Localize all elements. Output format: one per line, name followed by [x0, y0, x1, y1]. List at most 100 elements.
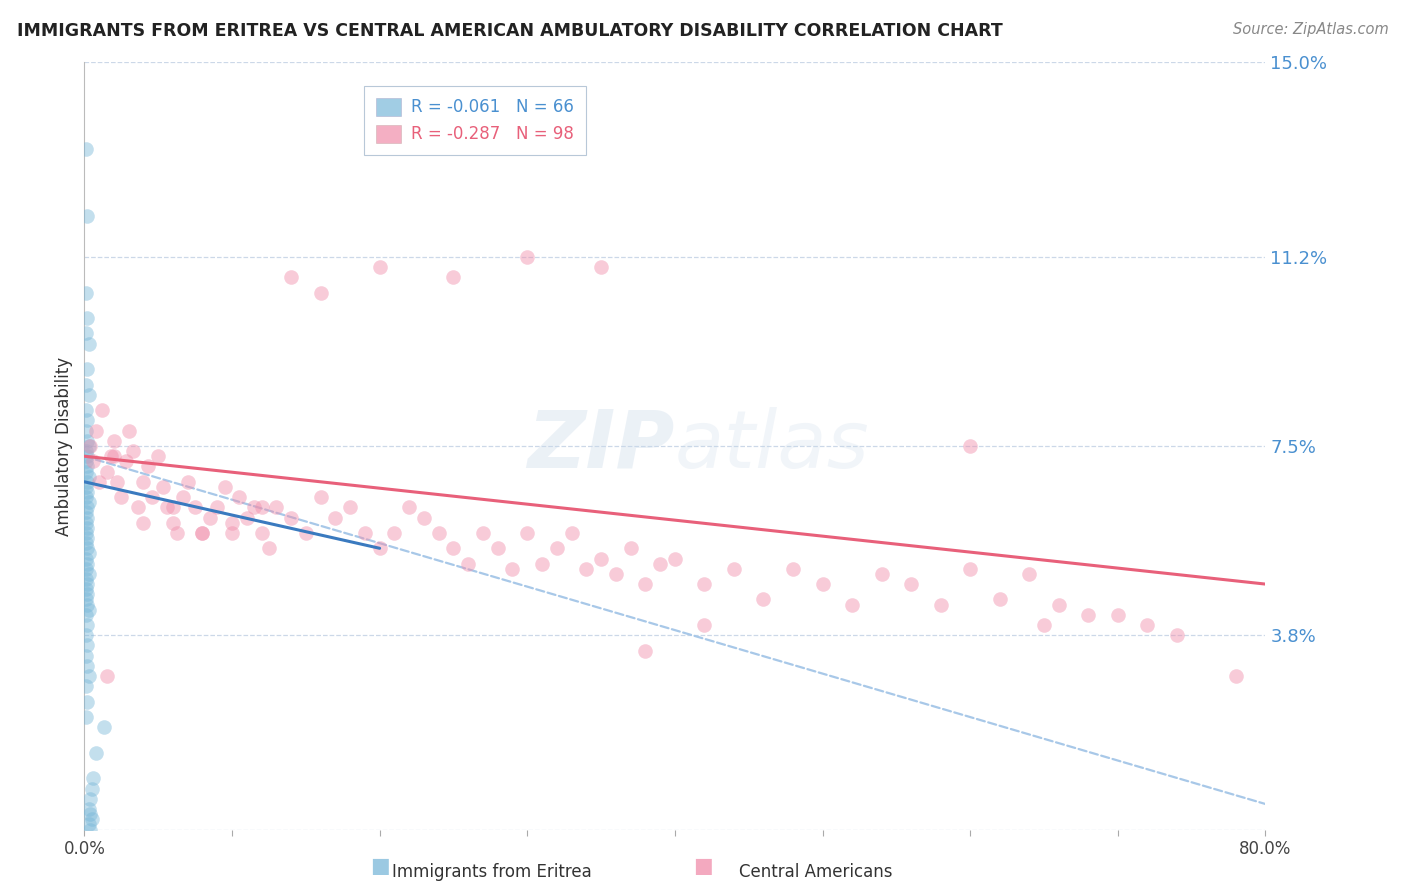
Point	[77, 336, 100, 351]
Point	[76, 531, 98, 545]
Point	[172, 490, 194, 504]
Point	[77, 388, 100, 402]
Text: Central Americans: Central Americans	[738, 863, 893, 881]
Point	[309, 490, 332, 504]
Point	[1047, 598, 1070, 612]
Point	[575, 562, 598, 576]
Point	[811, 577, 834, 591]
Point	[76, 695, 98, 709]
Point	[77, 817, 100, 831]
Point	[620, 541, 643, 556]
Point	[354, 525, 377, 540]
Point	[96, 669, 118, 683]
Point	[76, 475, 98, 489]
Point	[80, 813, 103, 827]
Point	[75, 551, 97, 566]
Point	[103, 449, 125, 463]
Point	[561, 525, 583, 540]
Point	[132, 516, 155, 530]
Point	[752, 592, 775, 607]
Point	[184, 500, 207, 515]
Point	[1225, 669, 1247, 683]
Point	[75, 285, 97, 300]
Point	[84, 746, 107, 760]
Point	[501, 562, 523, 576]
Point	[76, 459, 98, 474]
Point	[443, 541, 465, 556]
Point	[959, 439, 981, 453]
Point	[1166, 628, 1188, 642]
Point	[339, 500, 361, 515]
Point	[486, 541, 509, 556]
Point	[76, 311, 98, 326]
Point	[79, 792, 101, 806]
Point	[75, 506, 97, 520]
Point	[1107, 607, 1129, 622]
Point	[79, 439, 101, 453]
Point	[93, 720, 115, 734]
Point	[110, 490, 132, 504]
Point	[166, 525, 188, 540]
Point	[368, 260, 391, 274]
Point	[634, 577, 657, 591]
Point	[841, 598, 863, 612]
Point	[122, 444, 145, 458]
Point	[75, 562, 97, 576]
Point	[82, 772, 104, 786]
Point	[77, 669, 100, 683]
Point	[87, 475, 111, 489]
Point	[75, 326, 97, 341]
Point	[91, 403, 114, 417]
Point	[75, 679, 97, 693]
Point	[76, 485, 98, 500]
Point	[1077, 607, 1099, 622]
Point	[605, 566, 627, 581]
Point	[80, 781, 103, 796]
Point	[75, 490, 97, 504]
Point	[76, 521, 98, 535]
Point	[693, 577, 716, 591]
Point	[309, 285, 332, 300]
Point	[75, 628, 97, 642]
Point	[75, 536, 97, 550]
Point	[84, 424, 107, 438]
Point	[280, 270, 302, 285]
Point	[988, 592, 1011, 607]
Point	[427, 525, 450, 540]
Point	[75, 592, 97, 607]
Text: Immigrants from Eritrea: Immigrants from Eritrea	[392, 863, 592, 881]
Point	[156, 500, 179, 515]
Point	[77, 602, 100, 616]
Point	[591, 551, 613, 566]
Point	[118, 424, 141, 438]
Point	[75, 454, 97, 468]
Point	[103, 434, 125, 448]
Text: atlas: atlas	[675, 407, 870, 485]
Point	[76, 413, 98, 427]
Point	[96, 465, 118, 479]
Point	[77, 566, 100, 581]
Point	[77, 469, 100, 483]
Point	[221, 516, 243, 530]
Point	[76, 577, 98, 591]
Point	[76, 659, 98, 673]
Point	[236, 510, 259, 524]
Point	[75, 572, 97, 586]
Point	[77, 495, 100, 509]
Point	[79, 807, 101, 822]
Point	[664, 551, 686, 566]
Point	[75, 465, 97, 479]
Point	[76, 639, 98, 653]
Point	[1018, 566, 1040, 581]
Point	[531, 557, 554, 571]
Point	[250, 500, 273, 515]
Point	[221, 525, 243, 540]
Point	[76, 598, 98, 612]
Point	[177, 475, 200, 489]
Point	[76, 618, 98, 632]
Point	[191, 525, 214, 540]
Point	[76, 557, 98, 571]
Text: Source: ZipAtlas.com: Source: ZipAtlas.com	[1233, 22, 1389, 37]
Point	[1136, 618, 1159, 632]
Point	[266, 500, 288, 515]
